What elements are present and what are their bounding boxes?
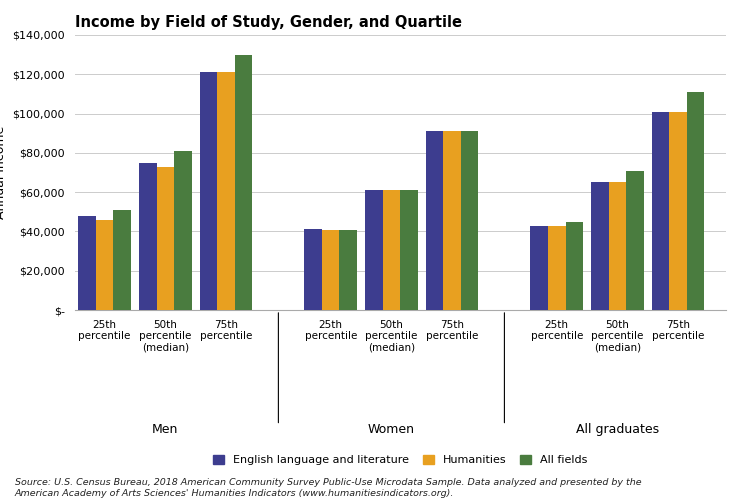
Text: Men: Men	[152, 423, 179, 436]
Bar	[687, 92, 705, 310]
Bar	[548, 226, 565, 310]
Bar	[174, 151, 191, 310]
Bar	[340, 230, 357, 310]
Bar	[139, 162, 156, 310]
Bar	[200, 72, 217, 310]
Text: Source: U.S. Census Bureau, 2018 American Community Survey Public-Use Microdata : Source: U.S. Census Bureau, 2018 America…	[15, 478, 642, 498]
Bar	[156, 166, 174, 310]
Bar	[79, 216, 96, 310]
Bar	[383, 190, 400, 310]
Y-axis label: Annual income: Annual income	[0, 126, 7, 219]
Bar	[322, 230, 340, 310]
Bar	[609, 182, 626, 310]
Bar	[217, 72, 235, 310]
Text: Income by Field of Study, Gender, and Quartile: Income by Field of Study, Gender, and Qu…	[75, 14, 462, 30]
Bar	[365, 190, 383, 310]
Legend: English language and literature, Humanities, All fields: English language and literature, Humanit…	[209, 450, 592, 469]
Bar	[591, 182, 609, 310]
Bar	[96, 220, 114, 310]
Bar	[304, 230, 322, 310]
Bar	[461, 131, 479, 310]
Text: All graduates: All graduates	[576, 423, 659, 436]
Bar	[426, 131, 444, 310]
Text: Women: Women	[368, 423, 415, 436]
Bar	[652, 112, 669, 310]
Bar	[530, 226, 548, 310]
Bar	[114, 210, 131, 310]
Bar	[400, 190, 417, 310]
Bar	[565, 222, 583, 310]
Bar	[626, 170, 644, 310]
Bar	[235, 54, 252, 310]
Bar	[444, 131, 461, 310]
Bar	[669, 112, 687, 310]
